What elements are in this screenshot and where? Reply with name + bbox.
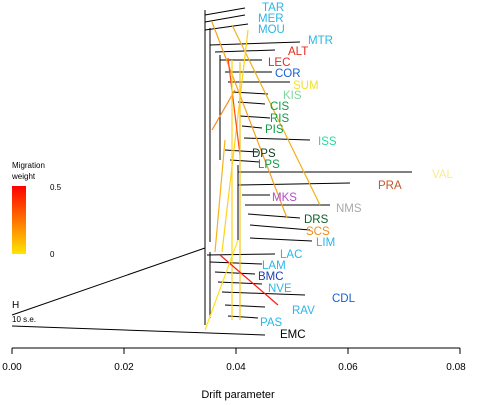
label-pis: PIS — [265, 124, 284, 136]
label-cdl: CDL — [332, 293, 356, 305]
label-lec: LEC — [268, 57, 290, 69]
label-dps: DPS — [252, 148, 276, 160]
label-scs: SCS — [306, 226, 330, 238]
label-kis: KIS — [283, 90, 302, 102]
x-axis-label: Drift parameter — [201, 389, 275, 401]
label-rav: RAV — [292, 305, 315, 317]
label-lam: LAM — [262, 260, 286, 272]
label-mtr: MTR — [308, 35, 333, 47]
legend-max-label: 0.5 — [50, 183, 62, 192]
x-tick-1: 0.02 — [114, 362, 134, 373]
label-pas: PAS — [260, 317, 282, 329]
label-ris: RIS — [270, 113, 290, 125]
label-lim: LIM — [316, 237, 335, 249]
x-tick-2: 0.04 — [226, 362, 246, 373]
scale-label: 10 s.e. — [12, 315, 36, 324]
legend-min-label: 0 — [50, 250, 55, 259]
label-sum: SUM — [293, 80, 319, 92]
label-val: VAL — [432, 169, 453, 181]
label-iss: ISS — [318, 136, 337, 148]
label-cor: COR — [275, 68, 301, 80]
tree-edges — [11, 7, 412, 336]
legend-gradient-bar — [12, 186, 26, 254]
label-mer: MER — [258, 13, 284, 25]
label-emc: EMC — [280, 329, 306, 341]
label-nms: NMS — [336, 203, 362, 215]
label-nve: NVE — [268, 283, 292, 295]
root-label: H — [12, 300, 19, 311]
label-pra: PRA — [378, 180, 402, 192]
label-mou: MOU — [258, 24, 285, 36]
migration-edges — [204, 21, 321, 331]
x-tick-4: 0.08 — [446, 362, 466, 373]
label-lac: LAC — [280, 249, 302, 261]
label-drs: DRS — [304, 214, 329, 226]
migration-legend: Migration weight 0.5 0 — [11, 161, 62, 259]
legend-title-line2: weight — [11, 172, 36, 181]
x-tick-3: 0.06 — [338, 362, 358, 373]
label-alt: ALT — [288, 46, 308, 58]
label-mks: MKS — [272, 192, 297, 204]
legend-title-line1: Migration — [12, 161, 45, 170]
label-lps: LPS — [258, 159, 280, 171]
x-tick-0: 0.00 — [2, 362, 22, 373]
population-labels: TAR MER MOU MTR ALT LEC COR SUM KIS CIS … — [252, 2, 453, 341]
label-tar: TAR — [262, 2, 284, 14]
x-axis: 0.00 0.02 0.04 0.06 0.08 Drift parameter — [2, 347, 466, 401]
label-cis: CIS — [270, 101, 290, 113]
label-bmc: BMC — [258, 271, 284, 283]
